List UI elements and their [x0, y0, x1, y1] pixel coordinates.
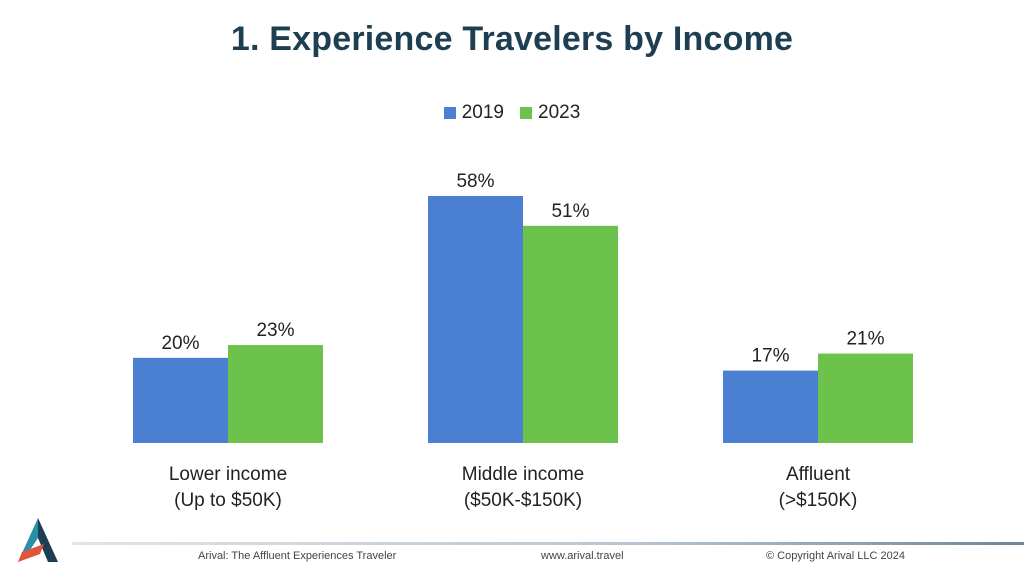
footer-website-link[interactable]: www.arival.travel: [541, 550, 624, 562]
bar-2023-lower-income: [228, 345, 323, 443]
category-label-middle-income: Middle income ($50K-$150K): [393, 462, 653, 514]
footer-left-text: Arival: The Affluent Experiences Travele…: [198, 550, 397, 562]
category-label-affluent: Affluent (>$150K): [688, 462, 948, 514]
bar-2019-lower-income: [133, 357, 228, 443]
chart-title: 1. Experience Travelers by Income: [230, 20, 794, 58]
footer-copyright: © Copyright Arival LLC 2024: [766, 550, 905, 562]
category-label-lower-income: Lower income (Up to $50K): [98, 462, 358, 514]
chart-legend: 2019 2023: [0, 102, 1024, 124]
bar-2019-affluent: [723, 370, 818, 443]
footer-divider: [72, 542, 1024, 545]
bar-2023-affluent: [818, 353, 913, 443]
data-label-2023-lower-income: 23%: [256, 320, 294, 341]
bar-2023-middle-income: [523, 225, 618, 443]
legend-item-2019: 2019: [443, 102, 504, 124]
legend-swatch-2023: [520, 107, 532, 119]
legend-label-2019: 2019: [461, 102, 504, 123]
category-label-line-1: Lower income: [168, 464, 288, 485]
legend-item-2023: 2023: [520, 102, 580, 124]
data-label-2023-affluent: 21%: [846, 329, 884, 350]
category-label-line-1: Middle income: [461, 464, 585, 485]
data-label-2023-middle-income: 51%: [551, 201, 589, 222]
data-label-2019-affluent: 17%: [751, 346, 789, 367]
category-label-line-2: ($50K-$150K): [463, 490, 583, 511]
data-label-2019-lower-income: 20%: [161, 333, 199, 354]
bar-2019-middle-income: [428, 196, 523, 443]
category-label-line-2: (>$150K): [778, 490, 858, 511]
category-label-line-2: (Up to $50K): [174, 490, 282, 511]
data-label-2019-middle-income: 58%: [456, 171, 494, 192]
category-label-line-1: Affluent: [785, 464, 851, 485]
legend-swatch-2019: [443, 107, 456, 119]
legend-label-2023: 2023: [538, 102, 581, 123]
arival-logo-icon: [18, 518, 58, 562]
